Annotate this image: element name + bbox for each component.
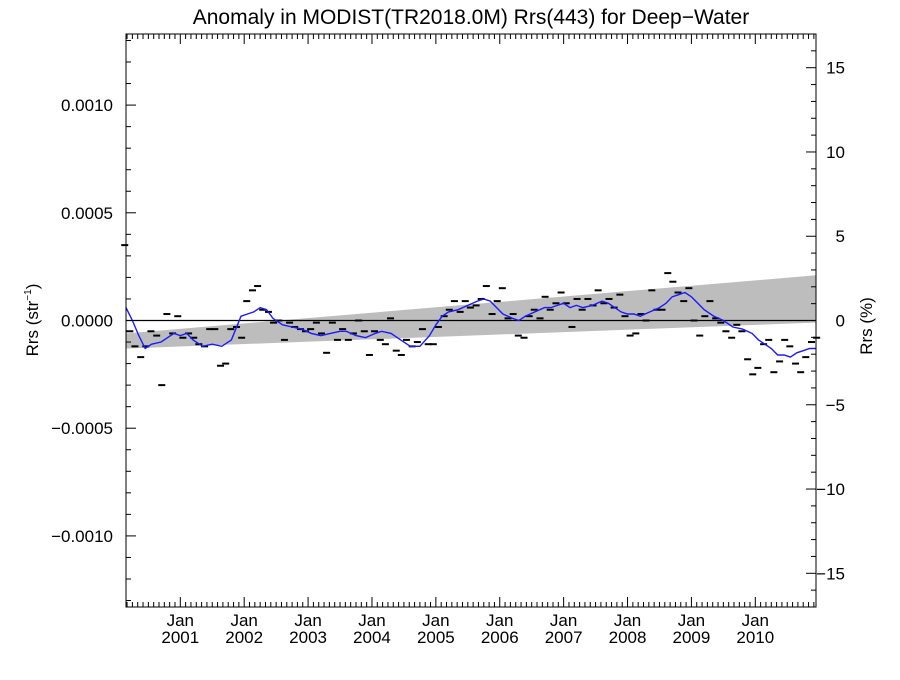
y-right-tick-label: −5 bbox=[826, 396, 845, 415]
x-tick-label-month: Jan bbox=[422, 611, 449, 630]
y-axis-label-right: Rrs (%) bbox=[857, 297, 876, 355]
chart-title: Anomaly in MODIST(TR2018.0M) Rrs(443) fo… bbox=[193, 6, 749, 29]
y-left-tick-label: −0.0005 bbox=[51, 419, 113, 438]
x-tick-label-month: Jan bbox=[167, 611, 194, 630]
axes: Jan2001Jan2002Jan2003Jan2004Jan2005Jan20… bbox=[51, 33, 845, 647]
running-mean-line bbox=[125, 291, 816, 358]
x-tick-label-year: 2009 bbox=[673, 628, 711, 647]
x-tick-label-year: 2002 bbox=[225, 628, 263, 647]
x-tick-label-year: 2001 bbox=[161, 628, 199, 647]
x-tick-label-year: 2004 bbox=[353, 628, 391, 647]
y-axis-label-left-sup: −1 bbox=[23, 289, 34, 301]
x-tick-label-month: Jan bbox=[486, 611, 513, 630]
y-right-tick-label: 0 bbox=[836, 312, 845, 331]
x-tick-label-year: 2006 bbox=[481, 628, 519, 647]
y-axis-label-left-base: Rrs (str bbox=[23, 300, 42, 356]
x-tick-label-year: 2007 bbox=[545, 628, 583, 647]
x-tick-label-month: Jan bbox=[294, 611, 321, 630]
trend-band bbox=[126, 275, 816, 349]
y-right-tick-label: 15 bbox=[826, 59, 845, 78]
x-tick-label-month: Jan bbox=[614, 611, 641, 630]
x-tick-label-year: 2003 bbox=[289, 628, 327, 647]
x-tick-label-month: Jan bbox=[678, 611, 705, 630]
x-tick-label-year: 2010 bbox=[736, 628, 774, 647]
x-tick-label-month: Jan bbox=[550, 611, 577, 630]
x-tick-label-month: Jan bbox=[742, 611, 769, 630]
y-left-tick-label: 0.0010 bbox=[61, 96, 113, 115]
y-right-tick-label: −15 bbox=[816, 564, 845, 583]
x-tick-label-month: Jan bbox=[230, 611, 257, 630]
y-axis-label-left-close: ) bbox=[23, 284, 42, 290]
y-right-tick-label: −10 bbox=[816, 480, 845, 499]
y-right-tick-label: 5 bbox=[836, 227, 845, 246]
x-tick-label-month: Jan bbox=[358, 611, 385, 630]
y-left-tick-label: 0.0000 bbox=[61, 312, 113, 331]
y-right-tick-label: 10 bbox=[826, 143, 845, 162]
y-axis-label-left: Rrs (str−1) bbox=[23, 284, 42, 357]
plot-area bbox=[121, 244, 821, 387]
y-left-tick-label: 0.0005 bbox=[61, 204, 113, 223]
y-left-tick-label: −0.0010 bbox=[51, 527, 113, 546]
x-tick-label-year: 2005 bbox=[417, 628, 455, 647]
x-tick-label-year: 2008 bbox=[609, 628, 647, 647]
